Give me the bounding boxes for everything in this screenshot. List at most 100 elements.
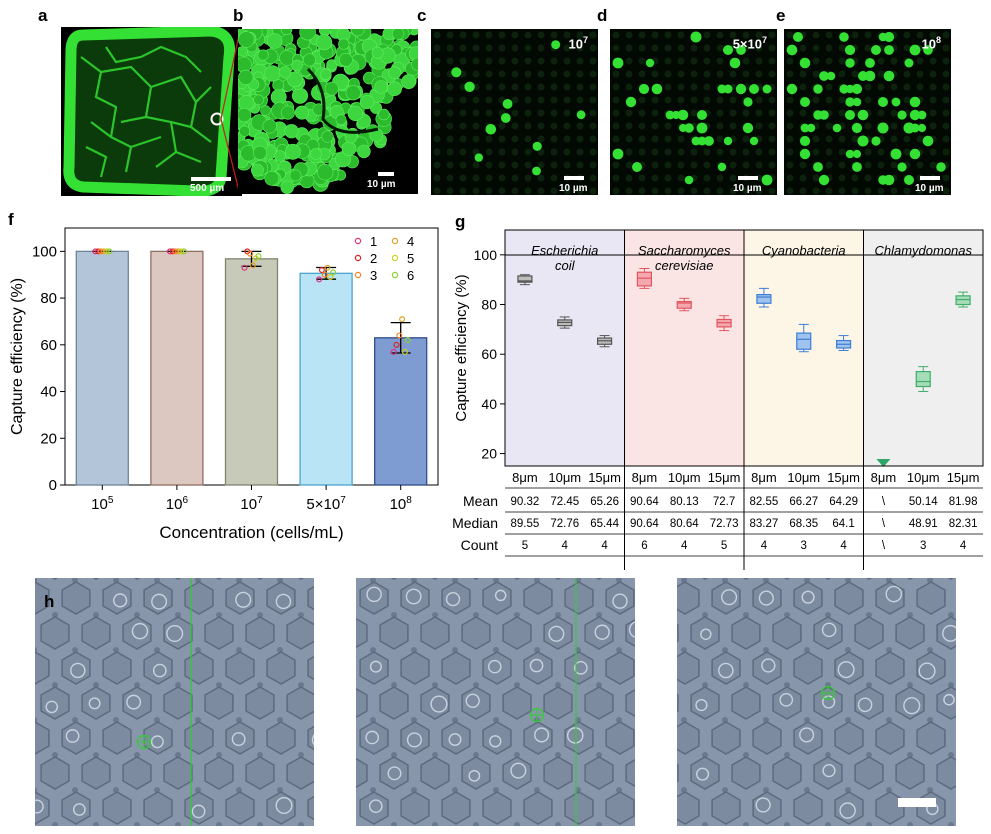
group-title: Escherichia bbox=[531, 243, 598, 258]
micro-pore bbox=[93, 682, 99, 688]
hexagon-trap bbox=[307, 585, 314, 611]
x-tick-label-f: 5×107 bbox=[306, 495, 346, 513]
hexagon-trap bbox=[834, 651, 864, 685]
legend-marker bbox=[354, 237, 362, 245]
hexagon-trap bbox=[359, 651, 389, 685]
hexagon-trap bbox=[584, 686, 614, 720]
hexagon-trap bbox=[102, 651, 132, 685]
hexagon-trap bbox=[875, 581, 905, 615]
trapped-cell bbox=[445, 591, 461, 607]
hexagon-trap bbox=[359, 791, 389, 825]
hexagon-trap bbox=[482, 791, 512, 825]
micrograph-e: 108 10 µm bbox=[784, 29, 951, 195]
hexagon-trap bbox=[400, 581, 430, 615]
stat-value: 5 bbox=[522, 540, 528, 552]
box bbox=[636, 271, 653, 287]
stat-value: 4 bbox=[601, 540, 608, 552]
legend-marker bbox=[391, 271, 399, 279]
group-title: Saccharomyces bbox=[638, 243, 731, 258]
capture-image-e bbox=[784, 29, 951, 195]
hexagon-trap bbox=[752, 791, 782, 825]
concentration-label-e: 108 bbox=[922, 35, 941, 51]
stat-row-label: Mean bbox=[463, 493, 498, 509]
micrograph-b: 10 µm bbox=[238, 29, 418, 194]
y-tick-label-g: 60 bbox=[481, 346, 497, 362]
hexagon-trap bbox=[35, 721, 50, 755]
hexagon-trap bbox=[92, 578, 100, 580]
scale-bar-e bbox=[920, 176, 940, 180]
hexagon-trap bbox=[677, 651, 700, 685]
trapped-cell bbox=[131, 622, 149, 640]
trapped-cell bbox=[406, 732, 422, 748]
hexagon-trap bbox=[204, 756, 234, 790]
size-label: 10μm bbox=[907, 470, 940, 485]
stat-value: 50.14 bbox=[909, 496, 938, 508]
x-tick-exp: 8 bbox=[406, 495, 412, 506]
hexagon-trap bbox=[875, 651, 905, 685]
micro-pore bbox=[555, 682, 561, 688]
trapped-cell bbox=[65, 729, 80, 743]
hexagon-trap bbox=[793, 791, 823, 825]
scale-bar-b bbox=[378, 172, 394, 176]
micro-pore bbox=[555, 612, 561, 618]
micro-pore bbox=[555, 752, 561, 758]
micro-pore bbox=[907, 682, 913, 688]
conc-exp: 8 bbox=[935, 35, 941, 45]
stat-value: 6 bbox=[641, 540, 647, 552]
hexagon-trap bbox=[163, 756, 193, 790]
stat-value: 80.64 bbox=[670, 518, 699, 530]
scale-bar-d bbox=[738, 176, 758, 180]
stat-value: 68.35 bbox=[789, 518, 818, 530]
hexagon-trap bbox=[400, 721, 430, 755]
micro-pore bbox=[784, 752, 790, 758]
stat-value: 72.73 bbox=[710, 518, 739, 530]
hexagon-trap bbox=[895, 756, 925, 790]
stat-value: 90.64 bbox=[630, 518, 659, 530]
trapped-cell bbox=[799, 727, 815, 743]
trapped-cell bbox=[487, 659, 502, 674]
hexagon-trap bbox=[184, 721, 214, 755]
hexagon-trap bbox=[225, 791, 255, 825]
micro-pore bbox=[257, 682, 263, 688]
legend-marker bbox=[391, 237, 399, 245]
micro-pore bbox=[825, 752, 831, 758]
hexagon-trap bbox=[564, 651, 594, 685]
stat-value: 4 bbox=[562, 540, 569, 552]
stat-value: \ bbox=[882, 518, 886, 530]
micro-pore bbox=[391, 822, 397, 826]
x-tick-label-f: 108 bbox=[390, 495, 413, 513]
trapped-cell bbox=[822, 764, 836, 778]
micro-pore bbox=[784, 612, 790, 618]
trapped-cell bbox=[837, 661, 855, 679]
trapped-cell bbox=[366, 586, 382, 603]
trapped-cell bbox=[494, 589, 507, 602]
y-tick-label-f: 60 bbox=[40, 337, 57, 354]
chart-f: 0 20 40 60 80 100 105 106 107 5×107 108 Capture eff… bbox=[9, 227, 439, 542]
hexagon-trap bbox=[554, 578, 562, 580]
stat-value: 3 bbox=[801, 540, 807, 552]
y-axis-label-g: Capture efficiency (%) bbox=[453, 274, 470, 421]
hexagon-trap bbox=[441, 581, 471, 615]
legend-label: 6 bbox=[407, 268, 414, 283]
hexagon-trap bbox=[356, 757, 368, 789]
size-label: 10μm bbox=[787, 470, 820, 485]
hexagon-trap bbox=[834, 581, 864, 615]
trapped-cell bbox=[275, 593, 292, 610]
hexagon-trap bbox=[61, 651, 91, 685]
hexagon-trap bbox=[865, 578, 873, 580]
size-label: 15μm bbox=[588, 470, 621, 485]
hexagon-trap bbox=[307, 655, 314, 681]
trapped-cell bbox=[695, 698, 708, 712]
micro-pore bbox=[473, 822, 479, 826]
hexagon-trap bbox=[215, 578, 223, 580]
trapped-cell bbox=[45, 700, 59, 714]
micrograph-c: 107 10 µm bbox=[431, 29, 598, 195]
hexagon-trap bbox=[916, 651, 946, 685]
hexagon-trap bbox=[174, 578, 182, 580]
trapped-cell bbox=[839, 802, 856, 819]
data-point bbox=[169, 248, 176, 255]
trapped-cell bbox=[721, 589, 738, 606]
micro-pore bbox=[514, 752, 520, 758]
hexagon-trap bbox=[752, 651, 782, 685]
y-tick-label-g: 40 bbox=[481, 396, 497, 412]
